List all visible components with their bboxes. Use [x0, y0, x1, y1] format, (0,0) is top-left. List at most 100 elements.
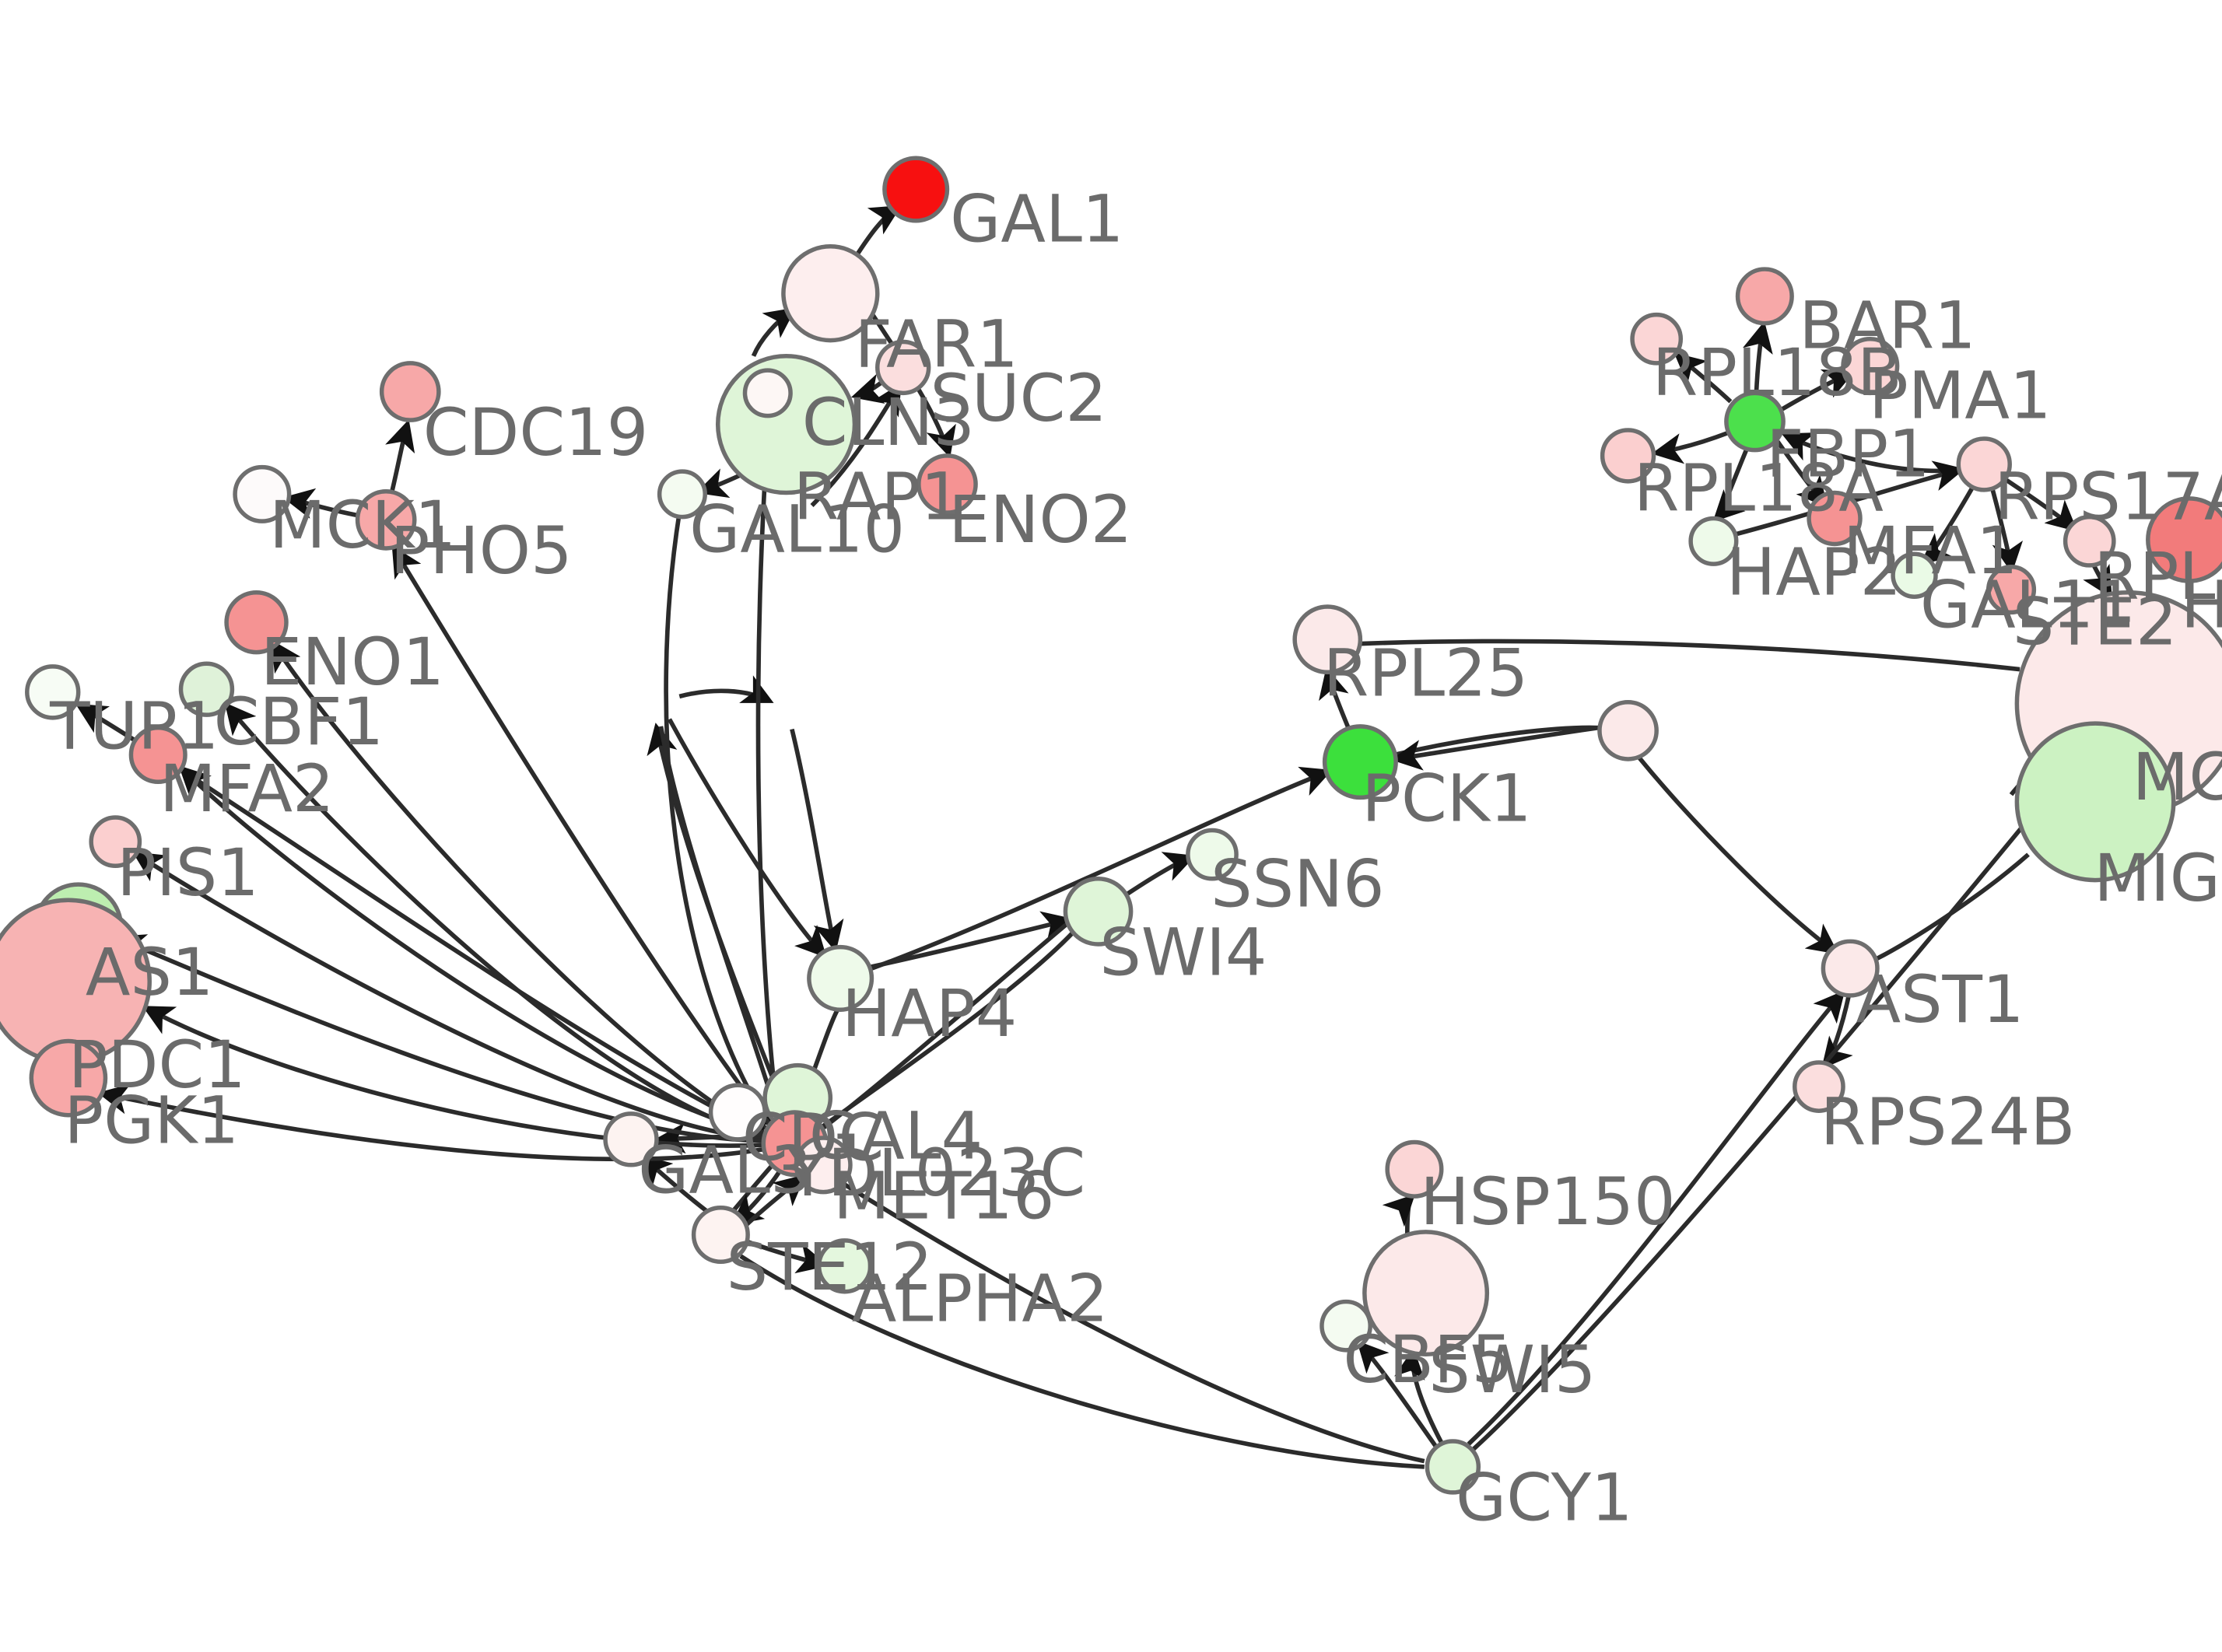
node-label-mfa1: MFA1	[1843, 513, 2018, 589]
node-label-cln3: CLN3	[802, 384, 975, 460]
node-hsp150[interactable]	[1385, 1139, 1444, 1199]
node-mig1[interactable]	[2014, 721, 2176, 883]
edge-AST1-to-RPS24B	[1821, 995, 1853, 1069]
nodes-layer	[0, 156, 2222, 1495]
node-ssn6[interactable]	[1186, 828, 1239, 881]
node-label-gal10: GAL10	[689, 492, 905, 568]
node-label-suc2: SUC2	[930, 360, 1106, 436]
edge-GAL4-to-CBF1	[224, 702, 766, 1139]
edge-PHO5-to-CDC19	[385, 419, 415, 494]
node-label-ssn6: SSN6	[1211, 845, 1384, 922]
node-mfa1[interactable]	[1807, 490, 1863, 547]
edge-SWI5-to-HSP150	[1382, 1194, 1415, 1234]
node-cbf1[interactable]	[178, 661, 235, 717]
node-pck1[interactable]	[1322, 724, 1398, 800]
node-hap2[interactable]	[1688, 516, 1739, 566]
edge-RPS17A-to-STE2	[1990, 489, 2024, 574]
node-mck1[interactable]	[233, 464, 292, 523]
node-pma1[interactable]	[1841, 337, 1900, 396]
node-label-met16: MET16	[833, 1157, 1054, 1234]
node-label-rps24b: RPS24B	[1821, 1083, 2076, 1160]
edge-STE12-to-GAL3	[640, 1154, 710, 1214]
node-pis1[interactable]	[89, 815, 142, 869]
edge-FAR1-to-GAL1	[853, 205, 902, 258]
node-label-rpl18a: RPL18A	[1634, 450, 1884, 526]
node-gal1[interactable]	[882, 156, 950, 223]
node-label-mfa2: MFA2	[159, 751, 335, 827]
node-hap4[interactable]	[807, 944, 874, 1012]
node-far1[interactable]	[781, 244, 880, 343]
edge-RAP1-to-GAL4	[755, 415, 780, 1118]
edge-GCY1-to-SWI5	[1394, 1347, 1444, 1444]
node-gal3[interactable]	[603, 1111, 659, 1167]
node-alpha2[interactable]	[816, 1238, 873, 1294]
node-cdc[interactable]	[708, 1083, 767, 1142]
node-label-pma1: PMA1	[1869, 357, 2052, 433]
node-rpl25[interactable]	[1292, 604, 1363, 674]
node-rpl16a[interactable]	[2063, 514, 2116, 568]
node-label-far1: FAR1	[854, 306, 1018, 383]
node-label-pgk1: PGK1	[64, 1082, 239, 1158]
node-swi5[interactable]	[1362, 1230, 1490, 1357]
edge-GCY1-to-AST1	[1467, 990, 1845, 1446]
edges-layer	[75, 205, 2112, 1469]
node-label-gal11: GAL11	[1920, 567, 2136, 643]
edge-GAL4-to-GAL80	[647, 723, 789, 1114]
edge-GAL4-to-GAL80_2	[658, 726, 780, 1118]
node-ast1_up[interactable]	[1597, 699, 1659, 761]
node-label-ste2: STE2	[2013, 584, 2178, 660]
edge-PCK1-to-RPL25	[1319, 667, 1351, 730]
edge-GAL10_UP-to-GAL4	[664, 512, 772, 1127]
node-mfa2[interactable]	[128, 725, 188, 784]
edge-GAL4-to-ENO1	[270, 639, 766, 1137]
node-label-pho5: PHO5	[391, 513, 573, 589]
node-ast1[interactable]	[1821, 939, 1880, 998]
node-label-bar1: BAR1	[1799, 288, 1975, 364]
node-ste2[interactable]	[1986, 565, 2037, 615]
node-swi4[interactable]	[1063, 877, 1134, 947]
node-gcy1[interactable]	[1425, 1439, 1481, 1495]
node-label-his4: HIS4	[2181, 567, 2222, 643]
node-suc2[interactable]	[875, 339, 931, 396]
edge-MUD2-to-HAP4	[790, 728, 844, 953]
node-label-gal3: GAL3	[638, 1132, 811, 1209]
node-fbp1[interactable]	[1724, 390, 1786, 453]
node-bar1[interactable]	[1735, 267, 1794, 326]
node-rpl18a[interactable]	[1600, 428, 1656, 484]
node-label-ast1: AST1	[1856, 961, 2024, 1038]
node-gal10[interactable]	[657, 469, 707, 520]
edge-SWI4-to-GAL4_2	[822, 921, 1070, 1130]
edge-GAL4-to-GCY1	[808, 1160, 1425, 1464]
edge-GAL80-to-HAP4	[667, 718, 827, 958]
node-ste12[interactable]	[691, 1205, 750, 1265]
node-label-rpl16a: RPL16A	[2094, 538, 2222, 614]
node-gal11[interactable]	[1891, 551, 1938, 599]
node-pgk1[interactable]	[29, 1038, 108, 1118]
node-eno2[interactable]	[916, 453, 978, 515]
node-label-swi5: SWI5	[1428, 1332, 1596, 1408]
edge-FBP1-to-RPL18A	[1651, 430, 1729, 464]
node-label-cbf5: CBF5	[1343, 1321, 1513, 1398]
node-rps17a[interactable]	[1956, 436, 2012, 492]
node-rap1[interactable]	[742, 368, 793, 418]
node-label-gal4: GAL4	[809, 1098, 983, 1174]
node-pho5[interactable]	[355, 488, 417, 551]
node-label-mig1: MIG1	[2094, 840, 2222, 916]
node-label-swi4: SWI4	[1099, 914, 1267, 990]
node-ydl023c[interactable]	[794, 1136, 853, 1195]
node-cbf5[interactable]	[1320, 1299, 1372, 1353]
node-his4[interactable]	[2146, 496, 2222, 583]
edge-HAP4-to-PCK1	[871, 766, 1333, 971]
node-label-hap2: HAP2	[1726, 534, 1901, 611]
node-label-gas1: AS1	[86, 934, 214, 1010]
node-rpl18b[interactable]	[1630, 312, 1684, 366]
edge-STE12-to-YDL023C	[743, 1174, 806, 1228]
node-cdc19[interactable]	[379, 361, 441, 422]
node-eno1[interactable]	[224, 590, 289, 655]
node-label-eno1: ENO1	[261, 624, 444, 700]
node-tup1[interactable]	[25, 664, 81, 720]
node-rps24b[interactable]	[1793, 1060, 1845, 1113]
